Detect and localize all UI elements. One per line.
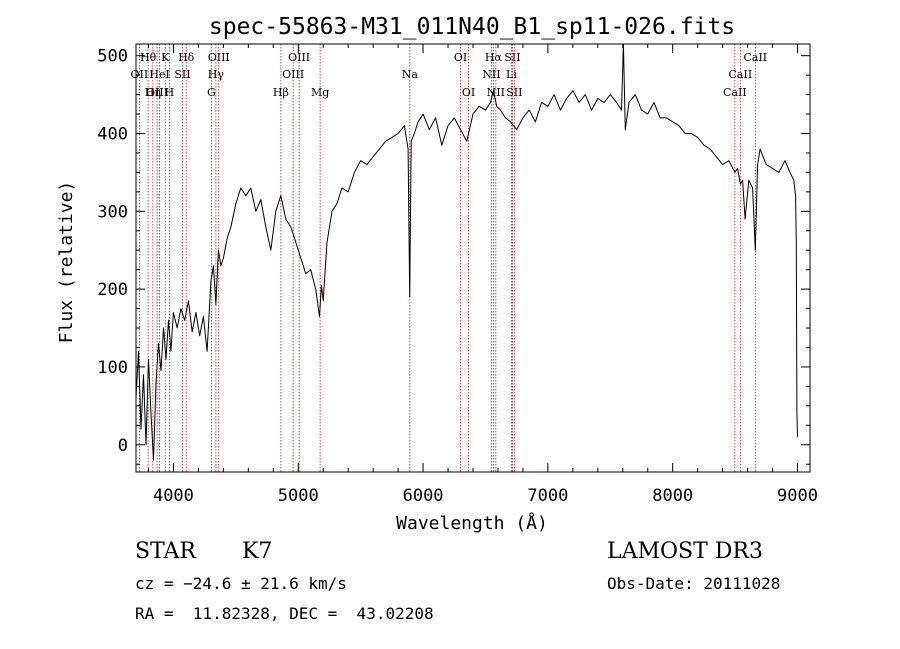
- line-label-2: OIII: [146, 86, 168, 99]
- x-tick-label-3: 7000: [527, 486, 568, 506]
- line-label-11: G: [207, 86, 216, 99]
- line-label-3: K: [161, 51, 170, 64]
- y-tick-label-2: 200: [97, 280, 128, 300]
- line-label-5: Hη: [145, 86, 161, 99]
- line-label-18: OI: [462, 86, 475, 99]
- y-tick-label-1: 100: [97, 358, 128, 378]
- survey-label: LAMOST DR3: [607, 539, 763, 564]
- series-layer: [135, 43, 798, 461]
- x-tick-label-0: 4000: [153, 486, 194, 506]
- redshift-label: cz = −24.6 ± 21.6 km/s: [135, 574, 347, 593]
- line-label-25: CaII: [743, 51, 767, 64]
- class-label: STAR: [135, 539, 196, 564]
- x-tick-label-1: 5000: [278, 486, 319, 506]
- line-label-8: SII: [174, 68, 190, 81]
- line-label-12: Hβ: [273, 86, 289, 99]
- line-label-22: Li: [506, 68, 517, 81]
- line-label-26: CaII: [729, 68, 753, 81]
- line-label-6: H: [165, 86, 175, 99]
- x-tick-label-2: 6000: [403, 486, 444, 506]
- line-label-17: OI: [454, 51, 467, 64]
- x-axis-label: Wavelength (Å): [396, 512, 548, 534]
- line-label-13: OIII: [288, 51, 310, 64]
- y-axis-label: Flux (relative): [56, 181, 77, 344]
- line-label-10: Hγ: [208, 68, 225, 81]
- y-tick-label-3: 300: [97, 202, 128, 222]
- line-label-19: Hα: [485, 51, 503, 64]
- line-label-24: SII: [506, 86, 522, 99]
- y-tick-label-5: 500: [97, 47, 128, 67]
- chart-title: spec-55863-M31_011N40_B1_sp11-026.fits: [209, 14, 735, 40]
- line-label-23: NII: [487, 86, 505, 99]
- y-tick-label-4: 400: [97, 124, 128, 144]
- series-flux: [135, 43, 798, 461]
- line-label-21: NII: [482, 68, 500, 81]
- obs-date-label: Obs-Date: 20111028: [607, 574, 781, 593]
- x-tick-label-5: 9000: [777, 486, 818, 506]
- subclass-label: K7: [242, 539, 273, 564]
- x-tick-label-4: 8000: [652, 486, 693, 506]
- line-label-4: HeI: [149, 68, 169, 81]
- line-label-14: OIII: [282, 68, 304, 81]
- line-label-1: OII: [131, 68, 149, 81]
- plot-frame: [135, 43, 811, 473]
- line-label-7: Hδ: [178, 51, 195, 64]
- line-label-16: Na: [402, 68, 419, 81]
- line-label-0: Hθ: [140, 51, 157, 64]
- line-label-27: CaII: [723, 86, 747, 99]
- line-label-20: SII: [504, 51, 520, 64]
- line-label-15: Mg: [311, 86, 329, 99]
- axis-layer: 4000 5000 6000 7000 8000 9000 0 100 200 300 400 500: [97, 44, 818, 506]
- coordinates-label: RA = 11.82328, DEC = 43.02208: [135, 604, 434, 623]
- emission-lines-layer: Hθ OII OIII K HeI Hη H Hδ SII OIII Hγ G Hβ OIII OIII Mg…: [131, 44, 767, 472]
- line-label-9: OIII: [208, 51, 230, 64]
- y-tick-label-0: 0: [118, 436, 128, 456]
